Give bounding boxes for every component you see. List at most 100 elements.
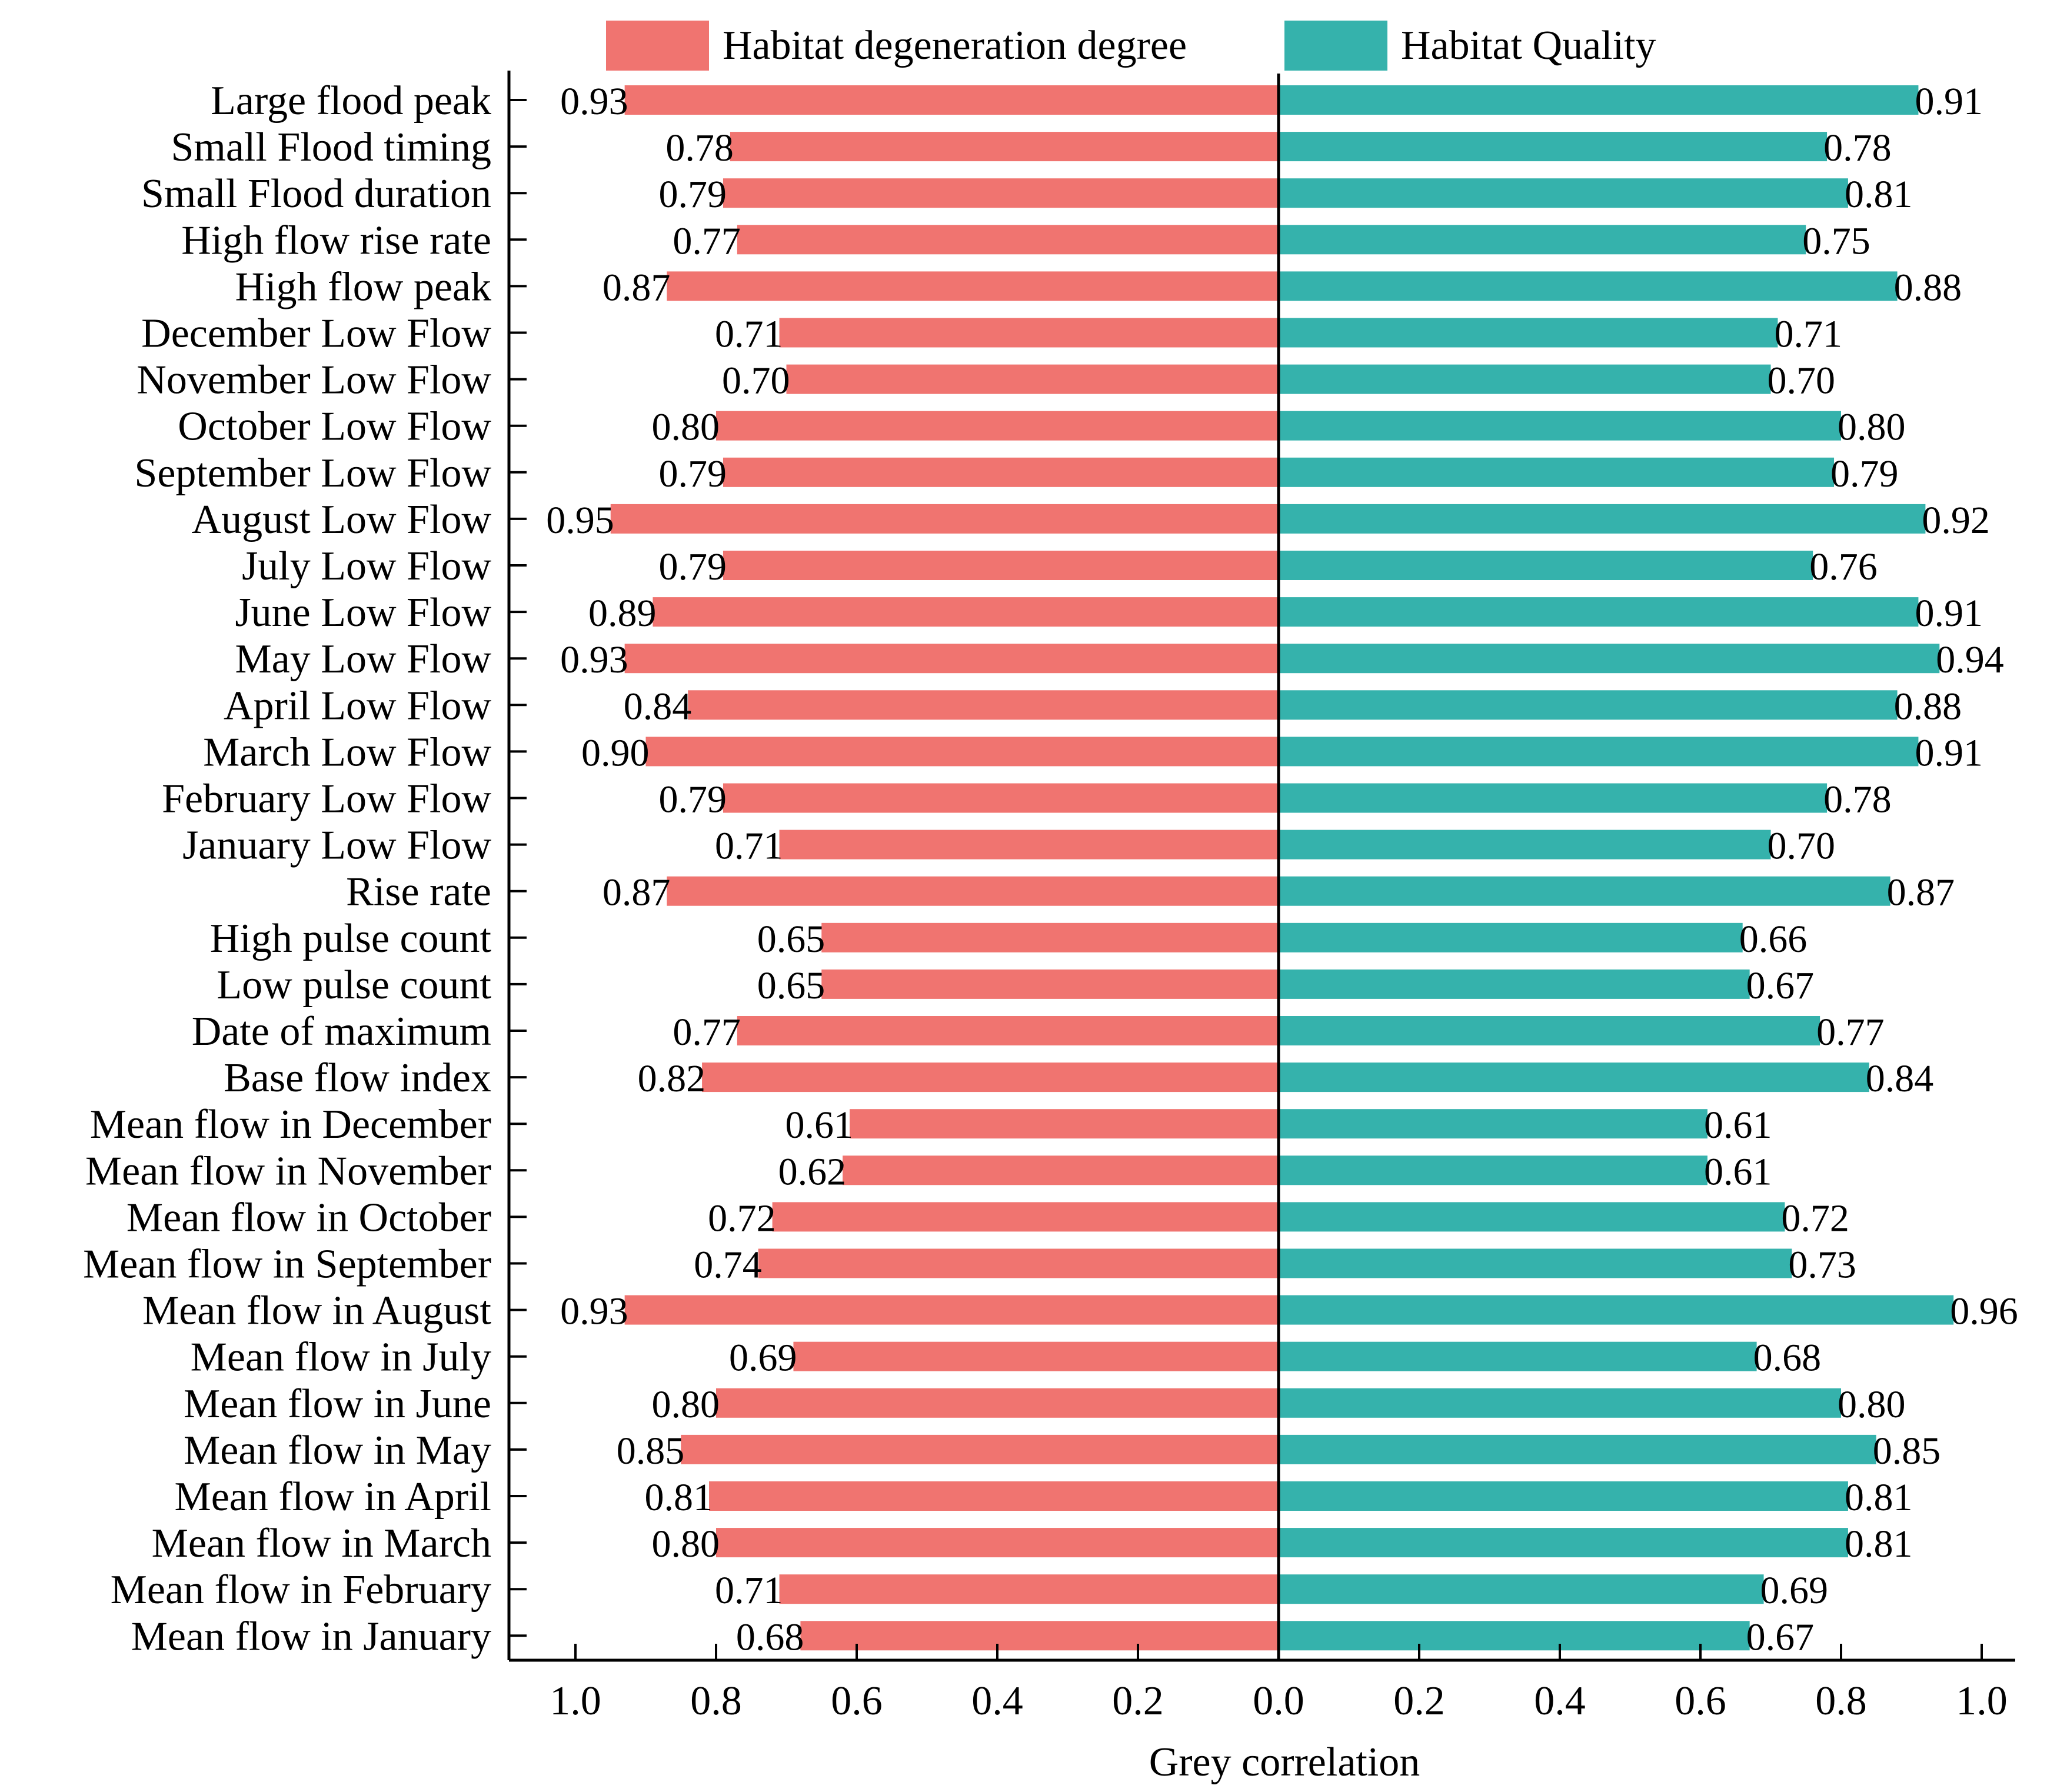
data-label-quality-small-flood-timing: 0.78 xyxy=(1823,126,1892,169)
data-label-quality-mean-flow-in-october: 0.72 xyxy=(1781,1197,1849,1240)
data-label-degeneration-september-low-flow: 0.79 xyxy=(658,452,727,495)
data-label-quality-mean-flow-in-december: 0.61 xyxy=(1704,1104,1772,1147)
bar-degeneration-mean-flow-in-january xyxy=(800,1621,1279,1651)
x-tick-label-pos-0: 0.0 xyxy=(1253,1678,1304,1724)
data-label-quality-mean-flow-in-september: 0.73 xyxy=(1788,1244,1856,1287)
data-label-quality-mean-flow-in-january: 0.67 xyxy=(1746,1616,1815,1658)
category-label-low-pulse-count: Low pulse count xyxy=(217,962,491,1008)
bar-quality-small-flood-duration xyxy=(1279,178,1848,208)
data-label-degeneration-august-low-flow: 0.95 xyxy=(546,499,614,542)
data-label-degeneration-high-flow-peak: 0.87 xyxy=(603,266,671,309)
bar-degeneration-may-low-flow xyxy=(624,644,1279,674)
bar-degeneration-high-pulse-count xyxy=(821,922,1279,952)
category-label-may-low-flow: May Low Flow xyxy=(235,637,491,682)
category-label-mean-flow-in-august: Mean flow in August xyxy=(142,1288,492,1334)
data-label-quality-high-pulse-count: 0.66 xyxy=(1739,918,1808,961)
x-tick-label-pos-0-4: 0.4 xyxy=(1534,1678,1586,1724)
bar-degeneration-high-flow-rise-rate xyxy=(737,225,1279,255)
data-label-degeneration-mean-flow-in-april: 0.81 xyxy=(645,1476,713,1519)
data-label-quality-august-low-flow: 0.92 xyxy=(1922,499,1990,542)
bar-quality-mean-flow-in-may xyxy=(1279,1434,1876,1464)
legend-label-habitat-degeneration: Habitat degeneration degree xyxy=(723,23,1187,68)
bar-degeneration-mean-flow-in-september xyxy=(758,1248,1279,1278)
data-label-quality-high-flow-peak: 0.88 xyxy=(1894,266,1962,309)
category-label-mean-flow-in-december: Mean flow in December xyxy=(90,1102,491,1147)
data-label-degeneration-mean-flow-in-january: 0.68 xyxy=(736,1616,804,1658)
bar-quality-august-low-flow xyxy=(1279,504,1926,534)
data-label-quality-july-low-flow: 0.76 xyxy=(1809,545,1878,588)
bar-degeneration-base-flow-index xyxy=(702,1062,1279,1092)
bar-degeneration-date-of-maximum xyxy=(737,1016,1279,1045)
bar-quality-mean-flow-in-january xyxy=(1279,1621,1750,1651)
bar-degeneration-small-flood-duration xyxy=(723,178,1279,208)
bar-degeneration-low-pulse-count xyxy=(821,969,1279,999)
bar-quality-mean-flow-in-september xyxy=(1279,1248,1792,1278)
category-label-mean-flow-in-november: Mean flow in November xyxy=(85,1148,491,1194)
data-label-quality-large-flood-peak: 0.91 xyxy=(1915,80,1983,123)
bar-degeneration-december-low-flow xyxy=(779,318,1279,348)
bar-degeneration-mean-flow-in-december xyxy=(850,1109,1279,1139)
data-label-degeneration-april-low-flow: 0.84 xyxy=(624,685,692,728)
data-label-quality-mean-flow-in-april: 0.81 xyxy=(1845,1476,1913,1519)
x-tick-label-pos-0-2: 0.2 xyxy=(1393,1678,1445,1724)
bar-quality-mean-flow-in-november xyxy=(1279,1155,1707,1185)
data-label-degeneration-high-flow-rise-rate: 0.77 xyxy=(673,219,741,262)
bar-quality-may-low-flow xyxy=(1279,644,1940,674)
data-label-quality-september-low-flow: 0.79 xyxy=(1830,452,1899,495)
data-label-quality-mean-flow-in-august: 0.96 xyxy=(1950,1290,2018,1333)
data-label-quality-mean-flow-in-november: 0.61 xyxy=(1704,1150,1772,1193)
data-label-quality-high-flow-rise-rate: 0.75 xyxy=(1802,219,1870,262)
data-label-quality-january-low-flow: 0.70 xyxy=(1768,825,1836,868)
bar-degeneration-small-flood-timing xyxy=(730,132,1279,162)
x-tick-label-pos-1: 1.0 xyxy=(1956,1678,2008,1724)
data-label-quality-mean-flow-in-june: 0.80 xyxy=(1838,1383,1906,1426)
x-tick-label-neg-1: 1.0 xyxy=(550,1678,601,1724)
data-label-quality-june-low-flow: 0.91 xyxy=(1915,592,1983,635)
data-label-quality-march-low-flow: 0.91 xyxy=(1915,731,1983,774)
category-label-february-low-flow: February Low Flow xyxy=(162,777,491,822)
data-label-degeneration-mean-flow-in-february: 0.71 xyxy=(715,1569,783,1612)
data-label-quality-mean-flow-in-july: 0.68 xyxy=(1753,1337,1822,1380)
bar-degeneration-mean-flow-in-april xyxy=(709,1481,1279,1511)
category-label-mean-flow-in-september: Mean flow in September xyxy=(83,1242,491,1287)
data-label-degeneration-rise-rate: 0.87 xyxy=(603,871,671,914)
data-label-degeneration-november-low-flow: 0.70 xyxy=(722,359,790,402)
category-label-rise-rate: Rise rate xyxy=(346,870,491,915)
bar-quality-march-low-flow xyxy=(1279,737,1919,767)
category-label-mean-flow-in-february: Mean flow in February xyxy=(111,1567,491,1613)
category-label-october-low-flow: October Low Flow xyxy=(178,404,491,449)
data-label-degeneration-mean-flow-in-july: 0.69 xyxy=(729,1337,797,1380)
data-label-degeneration-may-low-flow: 0.93 xyxy=(560,638,628,681)
category-label-large-flood-peak: Large flood peak xyxy=(211,78,491,124)
category-label-september-low-flow: September Low Flow xyxy=(134,451,491,496)
bar-degeneration-august-low-flow xyxy=(610,504,1279,534)
data-label-degeneration-february-low-flow: 0.79 xyxy=(658,778,727,821)
data-label-degeneration-date-of-maximum: 0.77 xyxy=(673,1011,741,1054)
category-label-march-low-flow: March Low Flow xyxy=(203,730,491,775)
bar-degeneration-mean-flow-in-october xyxy=(772,1202,1279,1232)
data-label-degeneration-mean-flow-in-august: 0.93 xyxy=(560,1290,628,1333)
x-tick-label-neg-0-4: 0.4 xyxy=(971,1678,1023,1724)
data-label-degeneration-base-flow-index: 0.82 xyxy=(638,1057,706,1100)
bar-quality-mean-flow-in-july xyxy=(1279,1341,1757,1371)
bar-degeneration-high-flow-peak xyxy=(667,271,1279,301)
category-label-small-flood-timing: Small Flood timing xyxy=(171,125,491,170)
bar-degeneration-mean-flow-in-may xyxy=(681,1434,1279,1464)
category-label-mean-flow-in-march: Mean flow in March xyxy=(152,1521,491,1566)
data-label-degeneration-low-pulse-count: 0.65 xyxy=(757,964,826,1007)
bar-quality-mean-flow-in-april xyxy=(1279,1481,1848,1511)
data-label-degeneration-july-low-flow: 0.79 xyxy=(658,545,727,588)
bar-degeneration-february-low-flow xyxy=(723,783,1279,813)
category-label-mean-flow-in-january: Mean flow in January xyxy=(131,1614,491,1659)
bar-quality-mean-flow-in-august xyxy=(1279,1295,1954,1325)
bar-degeneration-september-low-flow xyxy=(723,457,1279,487)
data-label-quality-mean-flow-in-february: 0.69 xyxy=(1760,1569,1829,1612)
bar-degeneration-mean-flow-in-november xyxy=(843,1155,1279,1185)
x-tick-label-neg-0-6: 0.6 xyxy=(831,1678,883,1724)
category-label-small-flood-duration: Small Flood duration xyxy=(141,171,491,216)
category-label-base-flow-index: Base flow index xyxy=(224,1055,491,1101)
bar-degeneration-january-low-flow xyxy=(779,830,1279,860)
bar-quality-high-flow-peak xyxy=(1279,271,1898,301)
